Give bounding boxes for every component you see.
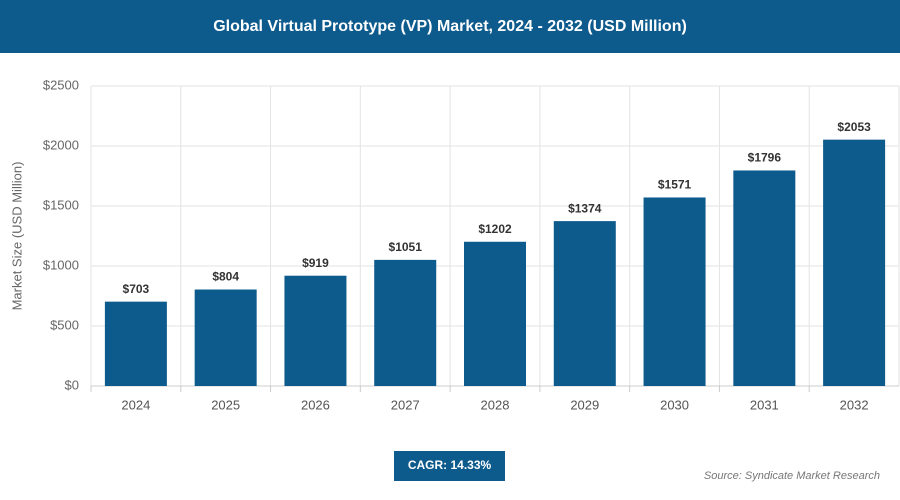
- y-tick-label: $1000: [43, 257, 79, 272]
- value-label: $703: [123, 282, 150, 296]
- y-tick-label: $0: [65, 377, 79, 392]
- x-tick-label: 2026: [301, 397, 330, 412]
- bar: [643, 197, 706, 386]
- x-tick-label: 2028: [481, 397, 510, 412]
- value-label: $1374: [568, 201, 602, 215]
- x-tick-label: 2024: [121, 397, 150, 412]
- x-tick-label: 2025: [211, 397, 240, 412]
- header-band: [0, 0, 900, 53]
- x-tick-label: 2030: [660, 397, 689, 412]
- x-tick-label: 2031: [750, 397, 779, 412]
- y-axis-label: Market Size (USD Million): [9, 162, 24, 311]
- cagr-label: CAGR: 14.33%: [408, 458, 492, 472]
- x-tick-label: 2032: [840, 397, 869, 412]
- bar: [104, 301, 167, 386]
- x-tick-label: 2029: [570, 397, 599, 412]
- y-tick-label: $500: [50, 317, 79, 332]
- bar: [823, 139, 886, 386]
- value-label: $804: [212, 270, 239, 284]
- value-label: $1051: [389, 240, 423, 254]
- y-tick-label: $2000: [43, 137, 79, 152]
- bar: [374, 259, 437, 386]
- bar: [553, 221, 616, 386]
- chart-title: Global Virtual Prototype (VP) Market, 20…: [213, 18, 687, 35]
- y-tick-label: $2500: [43, 77, 79, 92]
- x-tick-label: 2027: [391, 397, 420, 412]
- bar: [194, 289, 257, 386]
- source-note: Source: Syndicate Market Research: [704, 470, 880, 482]
- value-label: $919: [302, 256, 329, 270]
- bar: [464, 241, 526, 386]
- value-label: $1571: [658, 178, 692, 192]
- bar: [733, 170, 796, 386]
- cagr-badge: [394, 451, 505, 481]
- value-label: $1796: [748, 151, 782, 165]
- value-label: $1202: [478, 222, 512, 236]
- value-label: $2053: [837, 120, 871, 134]
- bar: [284, 275, 347, 386]
- y-tick-label: $1500: [43, 197, 79, 212]
